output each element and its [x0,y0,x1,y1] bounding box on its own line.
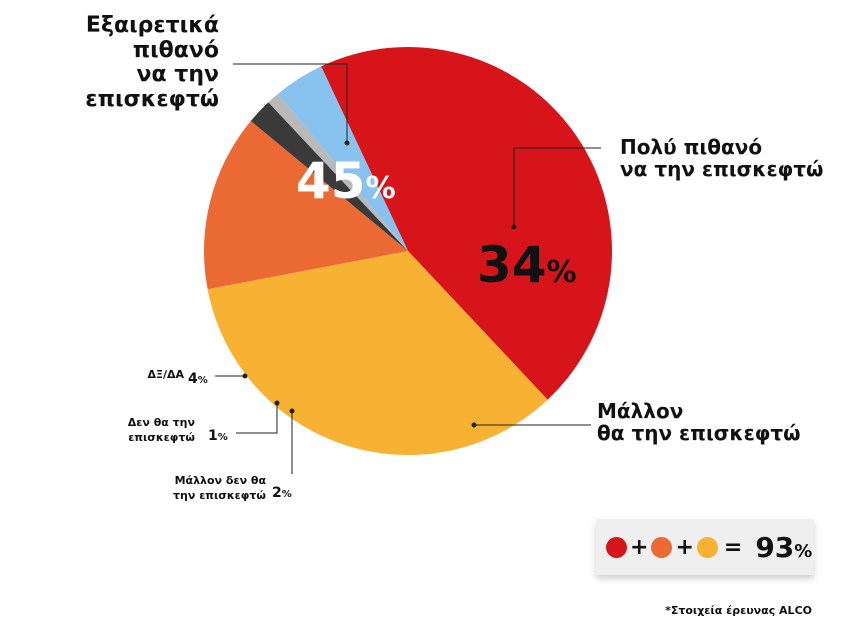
value-dk-na-percent: % [197,375,208,386]
summary-total: 93% [755,531,812,564]
value-very-likely-number: 45 [296,152,366,210]
leader-dot-quite-likely [511,224,517,230]
label-probably-not: Μάλλον δεν θα την επισκεφτώ [173,474,266,504]
label-very-likely-line4: επισκεφτώ [85,86,219,112]
source-note: *Στοιχεία έρευνας ALCO [665,604,812,617]
summary-plus-1: + [630,534,649,560]
label-quite-likely-line2: να την επισκεφτώ [620,157,824,182]
leader-very-likely [233,63,348,143]
leader-dot-dk-na [242,373,248,379]
pie-slice-will-not [268,93,408,251]
summary-box: + + = 93% [596,519,814,575]
label-probably-not-line1: Μάλλον δεν θα [174,474,266,487]
leader-will-not [236,403,278,434]
label-very-likely-line1: Εξαιρετικά [85,13,219,38]
label-very-likely-line3: να την [136,62,219,88]
pie-slice-dk-na [277,66,408,251]
label-very-likely: Εξαιρετικά πιθανό να την επισκεφτώ [85,13,219,113]
summary-dot-yellow [696,536,718,558]
pie-slice-very-likely [321,47,612,400]
value-will-not-number: 1 [208,428,218,444]
pie-slice-quite-likely [207,251,548,456]
summary-plus-2: + [675,534,694,560]
label-will-not: Δεν θα την επισκεφτώ [128,416,195,446]
label-quite-likely-line1: Πολύ πιθανό [620,135,763,159]
value-quite-likely-percent: % [546,255,577,290]
label-will-not-line2: επισκεφτώ [128,430,195,444]
leader-dot-probably-not [289,408,295,414]
label-dk-na: ΔΞ/ΔΑ [147,368,184,383]
leader-quite-likely [513,147,601,227]
pie-slice-probably [203,120,408,290]
label-probably-line2: θα την επισκεφτώ [597,421,801,446]
leader-dot-probably [471,422,477,428]
value-very-likely: 45% [296,152,396,210]
label-quite-likely: Πολύ πιθανό να την επισκεφτώ [620,136,823,181]
leader-lines [215,63,601,474]
label-probably-line1: Μάλλον [597,399,684,423]
value-quite-likely-number: 34 [477,236,547,294]
label-dk-na-text: ΔΞ/ΔΑ [147,368,184,381]
summary-equals: = [723,534,743,560]
summary-total-number: 93 [755,530,795,564]
leader-dot-will-not [274,400,280,406]
value-probably-not: 2% [272,482,292,501]
summary-dot-red [606,536,627,558]
pie-slices [203,47,612,456]
value-dk-na: 4% [188,368,208,387]
label-probably: Μάλλον θα την επισκεφτώ [597,400,801,445]
value-probably-not-number: 2 [272,485,282,501]
label-probably-not-line2: την επισκεφτώ [173,488,266,502]
label-very-likely-line2: πιθανό [132,37,219,63]
value-will-not: 1% [208,425,228,444]
summary-dot-orange [651,536,673,558]
value-quite-likely: 34% [477,236,577,294]
label-will-not-line1: Δεν θα την [127,416,195,429]
leader-dot-very-likely [344,140,350,146]
pie-slice-probably-not [250,102,408,251]
value-very-likely-percent: % [365,171,396,206]
value-dk-na-number: 4 [188,371,198,387]
summary-total-percent: % [794,540,813,562]
value-probably-not-percent: % [281,489,292,500]
value-will-not-percent: % [217,432,228,443]
